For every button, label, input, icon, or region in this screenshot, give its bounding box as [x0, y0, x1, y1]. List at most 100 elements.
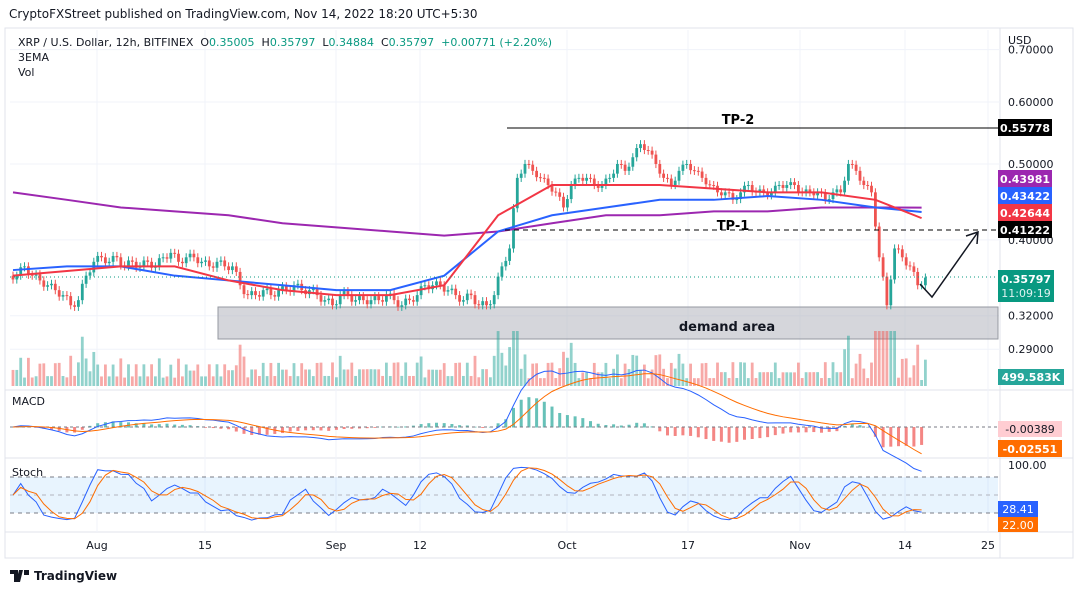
macd-histogram-bar: [673, 427, 677, 436]
macd-histogram-bar: [781, 427, 785, 434]
macd-histogram-bar: [558, 412, 562, 428]
volume-bar: [84, 358, 88, 386]
badge-volume: 499.583K: [998, 369, 1064, 385]
macd-histogram-bar: [496, 423, 500, 428]
volume-bar: [454, 362, 458, 386]
candle-body: [346, 291, 350, 296]
demand-area-zone[interactable]: [217, 306, 999, 340]
badge-tp2: 0.55778: [998, 119, 1052, 136]
candle-body: [816, 192, 819, 196]
macd-histogram-bar: [481, 427, 485, 428]
macd-signal-text: -0.02551: [1003, 443, 1058, 456]
volume-bar: [627, 369, 631, 386]
volume-bar: [42, 363, 46, 386]
axis-currency: USD: [1008, 34, 1032, 47]
volume-bar: [889, 331, 893, 386]
candle-body: [508, 248, 511, 261]
tradingview-logo[interactable]: TradingView: [10, 569, 117, 583]
volume-bar: [442, 363, 446, 386]
volume-bar: [908, 377, 912, 386]
candle-body: [462, 300, 465, 302]
macd-histogram-bar: [373, 427, 377, 428]
indicator-vol[interactable]: Vol: [18, 66, 35, 79]
macd-label[interactable]: MACD: [12, 395, 45, 408]
volume-bar: [696, 378, 700, 386]
candle-body: [281, 286, 284, 291]
volume-bar: [335, 377, 338, 386]
candle-body: [415, 295, 419, 302]
change-value: +0.00771 (+2.20%): [441, 36, 553, 49]
volume-bar: [369, 369, 373, 386]
candle-body: [804, 189, 808, 193]
volume-bar: [469, 376, 473, 386]
volume-bar: [546, 362, 550, 386]
macd-histogram-bar: [119, 422, 123, 428]
candle-body: [442, 285, 446, 292]
candle-body: [61, 295, 65, 297]
macd-histogram-bar: [327, 427, 331, 431]
stoch-k-line: [12, 466, 922, 521]
volume-bar: [835, 372, 839, 386]
volume-bar: [327, 375, 331, 386]
volume-bar: [115, 376, 119, 386]
macd-histogram-bar: [666, 427, 669, 436]
volume-bar: [623, 363, 627, 386]
volume-bar: [104, 364, 107, 386]
open-label: O: [200, 36, 210, 49]
volume-bar: [227, 370, 230, 386]
volume-bar: [130, 376, 134, 386]
candle-body: [843, 180, 846, 193]
candle-body: [319, 295, 323, 302]
symbol-label[interactable]: XRP / U.S. Dollar, 12h, BITFINEX: [18, 36, 194, 49]
indicator-3ema[interactable]: 3EMA: [18, 51, 49, 64]
volume-bar: [881, 331, 885, 386]
volume-bar: [261, 362, 265, 386]
candle-body: [720, 192, 723, 196]
macd-histogram-bar: [535, 398, 539, 428]
candle-body: [558, 192, 562, 197]
macd-histogram-bar: [897, 427, 900, 447]
volume-bar: [119, 358, 123, 386]
ema-blue-line: [12, 195, 922, 292]
macd-histogram-bar: [103, 422, 107, 428]
volume-bar: [107, 376, 111, 386]
stoch-label[interactable]: Stoch: [12, 466, 43, 479]
volume-bar: [812, 372, 816, 386]
volume-bar: [169, 364, 173, 386]
candle-body: [650, 150, 654, 155]
volume-bar: [177, 358, 180, 386]
candle-body: [489, 304, 492, 306]
volume-bar: [319, 362, 323, 386]
volume-bar: [492, 355, 496, 386]
candle-body: [531, 164, 535, 171]
macd-histogram-bar: [465, 425, 469, 428]
projection-arrow[interactable]: [919, 231, 979, 299]
volume-bar: [554, 378, 558, 386]
close-value: 0.35797: [388, 36, 435, 49]
macd-histogram-bar: [835, 427, 839, 432]
volume-bar: [200, 376, 203, 386]
candle-body: [654, 154, 658, 164]
volume-bar: [808, 372, 812, 386]
volume-bar: [80, 336, 84, 386]
candle-body: [924, 277, 927, 286]
stoch-d-line: [12, 467, 922, 520]
candle-body: [743, 185, 746, 193]
macd-histogram-bar: [57, 427, 61, 431]
volume-bar: [385, 362, 388, 386]
volume-bar: [566, 357, 569, 386]
candle-body: [192, 253, 196, 258]
macd-histogram-bar: [850, 424, 854, 428]
volume-bar: [481, 369, 485, 386]
candle-body: [566, 199, 569, 208]
volume-bar: [342, 369, 346, 386]
candle-body: [350, 295, 354, 302]
macd-histogram-bar: [242, 427, 246, 434]
volume-bar: [53, 363, 57, 386]
macd-histogram-bar: [157, 424, 161, 428]
volume-bar: [677, 353, 681, 386]
volume-bar: [750, 362, 754, 386]
candle-body: [500, 266, 504, 277]
